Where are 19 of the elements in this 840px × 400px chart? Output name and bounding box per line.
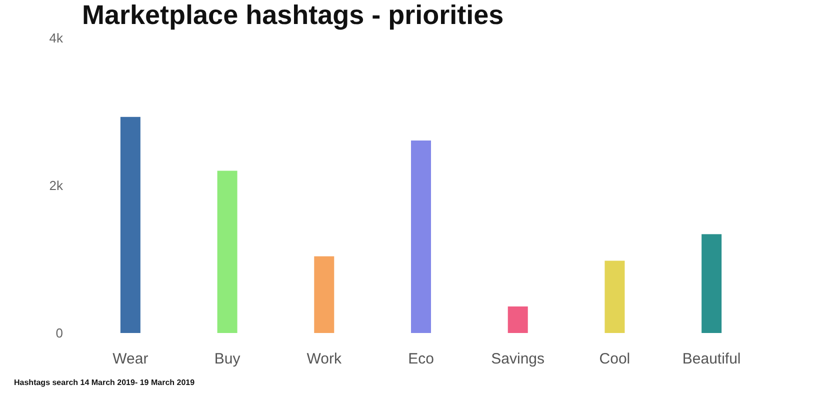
x-tick-label: Wear [112,350,148,368]
x-tick-label: Beautiful [682,350,741,368]
bar [411,140,431,333]
bar [120,116,140,333]
chart-title: Marketplace hashtags - priorities [82,0,504,30]
y-tick-label: 4k [49,30,64,46]
x-tick-label: Cool [599,350,630,368]
bar [604,260,625,333]
x-tick-label: Work [306,350,342,368]
bar [217,170,238,333]
x-tick-label: Buy [214,350,241,368]
x-tick-label: Savings [491,350,545,368]
y-tick-label: 2k [49,178,64,194]
text: Hashtags search 14 March 2019- 19 March 2019 [14,378,196,387]
bar [702,234,722,333]
x-tick-label: Eco [408,350,434,368]
bar [508,306,528,333]
bar [314,256,334,333]
y-tick-label: 0 [56,326,63,341]
